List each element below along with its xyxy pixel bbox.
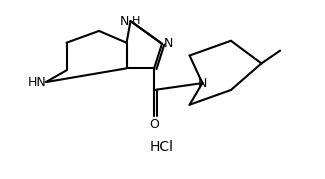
Text: H: H — [132, 16, 140, 26]
Text: N: N — [164, 37, 173, 50]
Text: N: N — [120, 14, 130, 28]
Text: N: N — [198, 77, 207, 90]
Text: HCl: HCl — [150, 140, 174, 154]
Text: HN: HN — [28, 76, 47, 89]
Text: O: O — [149, 118, 159, 130]
